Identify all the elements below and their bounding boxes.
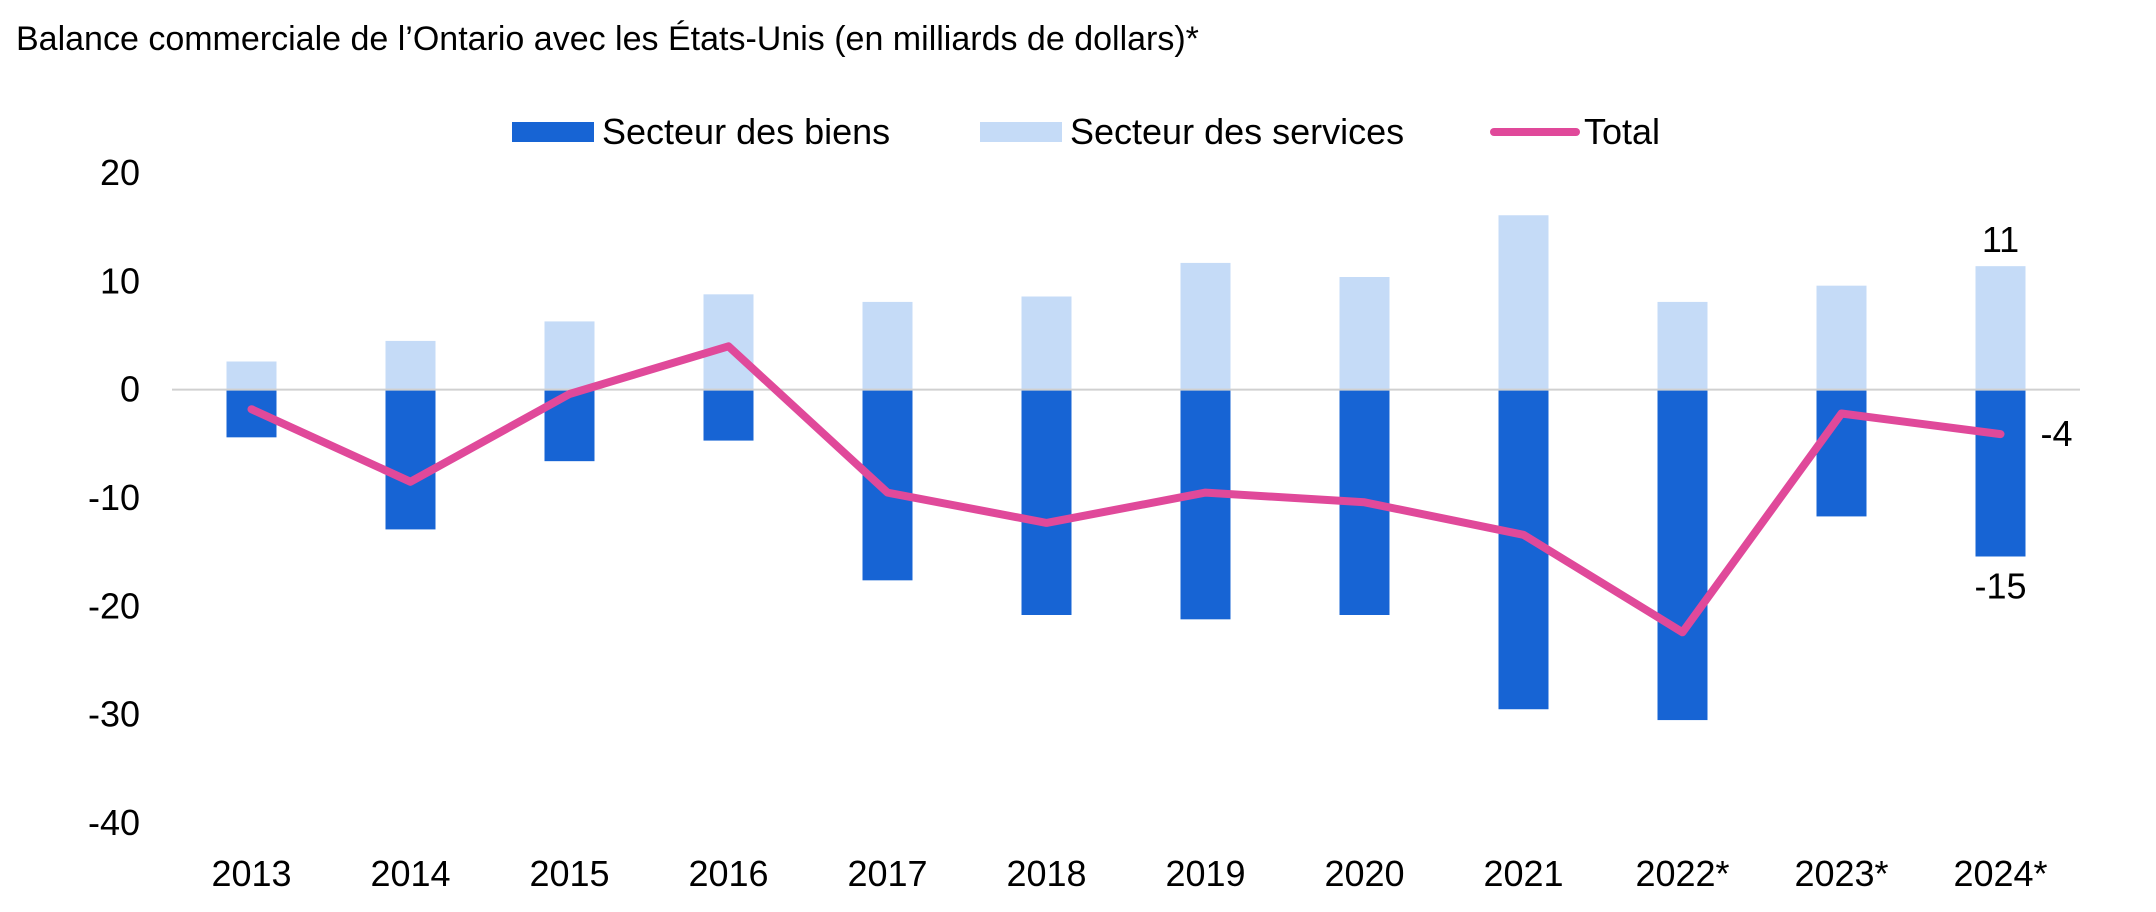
data-label-secteur-des-services: 11 bbox=[1982, 219, 2019, 260]
x-tick-label: 2024* bbox=[1953, 853, 2047, 894]
y-tick-label: 20 bbox=[100, 152, 140, 193]
bar-secteur-des-services bbox=[544, 321, 595, 390]
annotations: 11 -15 -4 bbox=[1974, 219, 2072, 606]
bar-secteur-des-services bbox=[1498, 215, 1549, 390]
legend: Secteur des biens Secteur des services Tot… bbox=[512, 111, 1660, 152]
bar-secteur-des-services bbox=[226, 361, 277, 390]
y-tick-label: -10 bbox=[88, 477, 140, 518]
bar-secteur-des-biens bbox=[703, 389, 754, 441]
chart-title: Balance commerciale de l’Ontario avec le… bbox=[16, 20, 1199, 58]
x-tick-label: 2017 bbox=[847, 853, 927, 894]
x-tick-label: 2015 bbox=[529, 853, 609, 894]
legend-swatch-secteur-des-biens bbox=[512, 122, 594, 142]
bar-secteur-des-biens bbox=[385, 389, 436, 530]
bar-secteur-des-services bbox=[1180, 262, 1231, 390]
y-tick-label: -30 bbox=[88, 694, 140, 735]
bar-secteur-des-biens bbox=[862, 389, 913, 581]
bar-secteur-des-biens bbox=[1180, 389, 1231, 620]
bar-secteur-des-services bbox=[385, 340, 436, 390]
x-tick-label: 2021 bbox=[1483, 853, 1563, 894]
x-tick-label: 2020 bbox=[1324, 853, 1404, 894]
legend-swatch-secteur-des-services bbox=[980, 122, 1062, 142]
legend-label-secteur-des-services: Secteur des services bbox=[1070, 111, 1404, 152]
total-line-layer bbox=[247, 342, 2005, 637]
bar-secteur-des-services bbox=[1975, 266, 2026, 390]
y-tick-label: 10 bbox=[100, 260, 140, 301]
data-label-secteur-des-biens: -15 bbox=[1974, 566, 2026, 607]
bars bbox=[226, 215, 2026, 721]
bar-secteur-des-services bbox=[1339, 277, 1390, 390]
y-tick-label: -20 bbox=[88, 585, 140, 626]
line-total bbox=[247, 342, 2005, 637]
bar-secteur-des-biens bbox=[1021, 389, 1072, 615]
x-tick-label: 2022* bbox=[1635, 853, 1729, 894]
bar-secteur-des-biens bbox=[1657, 389, 1708, 721]
x-axis: 2013 2014 2015 2016 2017 2018 2019 2020 2021 2022… bbox=[211, 853, 2047, 894]
bar-secteur-des-services bbox=[1816, 285, 1867, 390]
legend-label-secteur-des-biens: Secteur des biens bbox=[602, 111, 890, 152]
data-label-total: -4 bbox=[2041, 413, 2073, 454]
bar-secteur-des-services bbox=[862, 301, 913, 390]
legend-label-total: Total bbox=[1584, 111, 1660, 152]
x-tick-label: 2016 bbox=[688, 853, 768, 894]
x-tick-label: 2018 bbox=[1006, 853, 1086, 894]
x-tick-label: 2023* bbox=[1794, 853, 1888, 894]
x-tick-label: 2019 bbox=[1165, 853, 1245, 894]
y-tick-label: 0 bbox=[120, 369, 140, 410]
bar-secteur-des-services bbox=[1657, 301, 1708, 390]
bar-secteur-des-biens bbox=[1816, 389, 1867, 517]
y-tick-label: -40 bbox=[88, 802, 140, 843]
x-tick-label: 2013 bbox=[211, 853, 291, 894]
bar-secteur-des-services bbox=[703, 294, 754, 390]
y-axis: 20 10 0 -10 -20 -30 -40 bbox=[88, 152, 140, 843]
x-tick-label: 2014 bbox=[370, 853, 450, 894]
bar-secteur-des-biens bbox=[1975, 389, 2026, 557]
bar-secteur-des-services bbox=[1021, 296, 1072, 390]
